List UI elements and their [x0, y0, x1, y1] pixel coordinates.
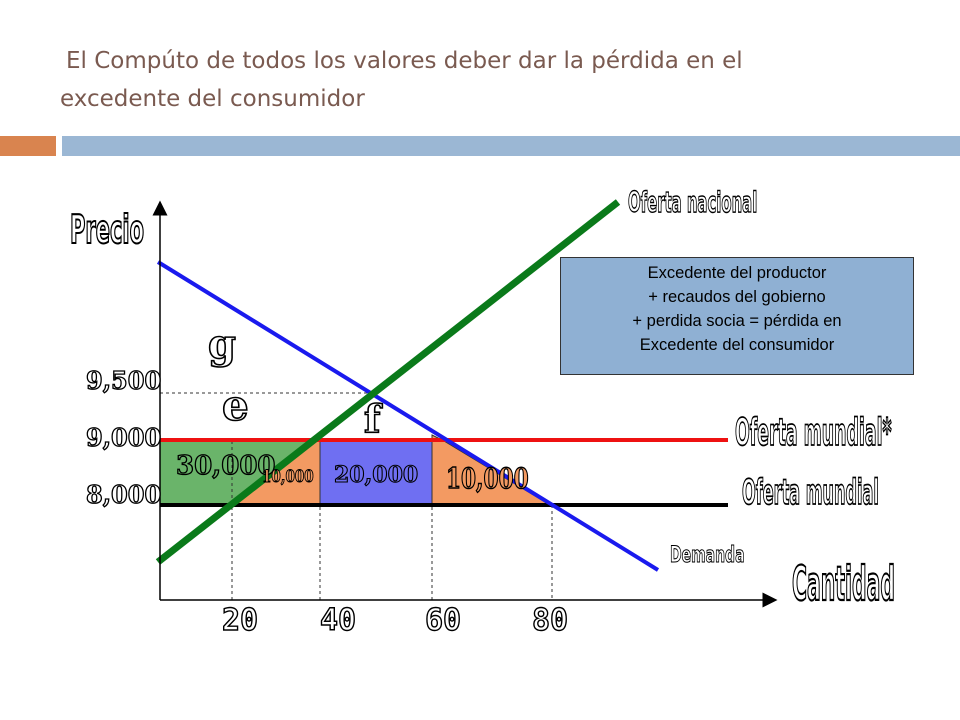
- qty-label-60: 60: [425, 603, 461, 638]
- title-line-2: excedente del consumidor: [60, 86, 365, 112]
- note-line-1: Excedente del productor: [647, 264, 827, 282]
- label-oferta-mundial-tariff: Oferta mundial*: [735, 410, 892, 454]
- national-supply-curve: [155, 199, 621, 565]
- value-green-area: 30,000: [176, 451, 276, 481]
- qty-label-40: 40: [320, 603, 356, 638]
- explanation-box: Excedente del productor + recaudos del g…: [560, 257, 914, 375]
- qty-label-80: 80: [532, 603, 568, 638]
- value-orange-left: 10,000: [262, 467, 314, 487]
- accent-bar-orange: [0, 136, 56, 156]
- value-orange-right: 10,000: [446, 462, 529, 494]
- label-oferta-mundial: Oferta mundial: [742, 473, 879, 513]
- note-line-4: Excedente del consumidor: [639, 336, 835, 354]
- x-axis-label: Cantidad: [792, 556, 895, 612]
- price-label-9500: 9,500: [86, 366, 161, 395]
- title-line-1: El Compúto de todos los valores deber da…: [66, 48, 743, 74]
- value-blue-area: 20,000: [334, 462, 418, 488]
- label-oferta-nacional: Oferta nacional: [628, 187, 757, 220]
- label-demanda: Demanda: [670, 543, 745, 568]
- accent-bar-blue: [62, 136, 960, 156]
- slide-title: El Compúto de todos los valores deber da…: [60, 42, 920, 118]
- area-letter-f: f: [364, 396, 383, 441]
- price-label-8000: 8,000: [86, 480, 161, 509]
- y-axis-label: Precio: [70, 208, 144, 253]
- area-letter-e: e: [222, 381, 249, 430]
- demand-curve: [156, 260, 660, 572]
- area-letter-g: g: [208, 321, 236, 368]
- note-line-3: + perdida socia = pérdida en: [632, 312, 842, 330]
- qty-label-20: 20: [222, 603, 258, 638]
- note-line-2: + recaudos del gobierno: [648, 288, 826, 306]
- price-label-9000: 9,000: [86, 423, 161, 452]
